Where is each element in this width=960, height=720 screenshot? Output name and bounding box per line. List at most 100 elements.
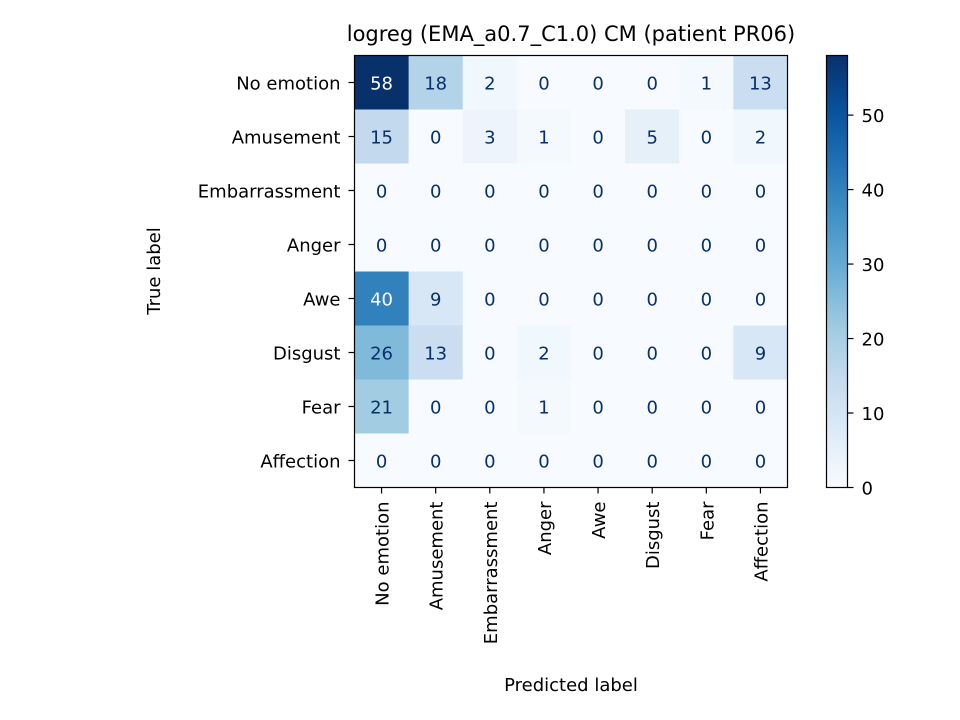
- y-tick-label-2: Embarrassment: [198, 182, 341, 203]
- cell-r2-c4: [571, 163, 626, 218]
- cell-value-r3-c0: 0: [376, 236, 387, 257]
- cell-value-r7-c7: 0: [755, 452, 766, 473]
- colorbar-tick-label-2: 20: [862, 330, 885, 351]
- cell-value-r6-c4: 0: [592, 398, 603, 419]
- cell-r1-c3: [516, 109, 572, 164]
- x-tick-label-1: Amusement: [427, 502, 448, 611]
- cell-value-r5-c1: 13: [424, 344, 447, 365]
- x-tick-label-2: Embarrassment: [481, 502, 502, 645]
- cell-value-r0-c1: 18: [424, 74, 447, 95]
- cell-value-r5-c7: 9: [755, 344, 766, 365]
- y-tick-label-3: Anger: [287, 236, 341, 257]
- cell-value-r2-c5: 0: [646, 182, 657, 203]
- cell-r3-c6: [679, 217, 734, 272]
- cell-value-r3-c4: 0: [592, 236, 603, 257]
- x-axis-label: Predicted label: [504, 675, 638, 696]
- cell-value-r5-c4: 0: [592, 344, 603, 365]
- cell-r3-c1: [408, 217, 464, 272]
- cell-value-r7-c2: 0: [484, 452, 495, 473]
- cell-r4-c0: [354, 271, 410, 326]
- x-tick-label-3: Anger: [535, 501, 556, 555]
- plot-frame: [353, 54, 789, 489]
- x-tick-label-6: Fear: [697, 501, 718, 540]
- cell-r5-c0: [354, 325, 410, 380]
- cell-value-r2-c7: 0: [755, 182, 766, 203]
- cell-value-r0-c5: 0: [646, 74, 657, 95]
- cell-r5-c1: [408, 325, 464, 380]
- cell-r1-c1: [408, 109, 464, 164]
- y-tick-label-6: Fear: [302, 398, 341, 419]
- cell-r2-c7: [733, 163, 788, 218]
- cell-r3-c2: [462, 217, 518, 272]
- cell-value-r2-c1: 0: [430, 182, 441, 203]
- cell-value-r3-c5: 0: [646, 236, 657, 257]
- cell-r2-c6: [679, 163, 734, 218]
- cell-r0-c6: [679, 55, 734, 110]
- cell-value-r6-c1: 0: [430, 398, 441, 419]
- cell-r7-c0: [354, 433, 410, 488]
- cell-value-r4-c4: 0: [592, 290, 603, 311]
- cell-value-r3-c1: 0: [430, 236, 441, 257]
- x-tick-label-4: Awe: [589, 502, 610, 539]
- cell-r3-c7: [733, 217, 788, 272]
- cell-value-r0-c4: 0: [592, 74, 603, 95]
- cell-r5-c2: [462, 325, 518, 380]
- cell-value-r7-c4: 0: [592, 452, 603, 473]
- cell-r3-c3: [516, 217, 572, 272]
- cell-r3-c4: [571, 217, 626, 272]
- cell-value-r7-c3: 0: [538, 452, 549, 473]
- cell-value-r1-c7: 2: [755, 128, 766, 149]
- cell-value-r6-c3: 1: [538, 398, 549, 419]
- colorbar-gradient: [825, 54, 849, 489]
- cell-value-r7-c1: 0: [430, 452, 441, 473]
- cell-value-r0-c3: 0: [538, 74, 549, 95]
- cell-r2-c5: [625, 163, 680, 218]
- cell-r2-c3: [516, 163, 572, 218]
- colorbar-tick-label-4: 40: [862, 181, 885, 202]
- y-tick-label-4: Awe: [303, 290, 340, 311]
- cell-r7-c5: [625, 433, 680, 488]
- cell-value-r2-c4: 0: [592, 182, 603, 203]
- colorbar-tick-label-1: 10: [862, 404, 885, 425]
- cell-value-r1-c6: 0: [701, 128, 712, 149]
- cell-value-r4-c3: 0: [538, 290, 549, 311]
- cell-r4-c5: [625, 271, 680, 326]
- cell-value-r2-c3: 0: [538, 182, 549, 203]
- cell-value-r5-c6: 0: [701, 344, 712, 365]
- cell-r7-c4: [571, 433, 626, 488]
- cell-r4-c4: [571, 271, 626, 326]
- cell-value-r0-c0: 58: [370, 74, 393, 95]
- cell-r0-c2: [462, 55, 518, 110]
- cell-value-r3-c7: 0: [755, 236, 766, 257]
- colorbar-tick-label-5: 50: [862, 106, 885, 127]
- cell-value-r2-c6: 0: [701, 182, 712, 203]
- cell-r3-c0: [354, 217, 410, 272]
- cell-r7-c3: [516, 433, 572, 488]
- cell-r2-c2: [462, 163, 518, 218]
- cell-r1-c7: [733, 109, 788, 164]
- cell-r1-c4: [571, 109, 626, 164]
- cell-value-r1-c2: 3: [484, 128, 495, 149]
- cell-r0-c1: [408, 55, 464, 110]
- y-tick-label-0: No emotion: [236, 74, 340, 95]
- cell-value-r1-c4: 0: [592, 128, 603, 149]
- cell-value-r1-c0: 15: [370, 128, 393, 149]
- cell-value-r7-c6: 0: [701, 452, 712, 473]
- cell-value-r1-c3: 1: [538, 128, 549, 149]
- cell-r5-c5: [625, 325, 680, 380]
- cell-value-r2-c0: 0: [376, 182, 387, 203]
- cell-value-r6-c0: 21: [370, 398, 393, 419]
- cell-value-r5-c3: 2: [538, 344, 549, 365]
- cell-r7-c1: [408, 433, 464, 488]
- cell-r5-c7: [733, 325, 788, 380]
- colorbar-tick-label-3: 30: [862, 255, 885, 276]
- cell-value-r6-c2: 0: [484, 398, 495, 419]
- cell-r7-c6: [679, 433, 734, 488]
- cell-value-r4-c6: 0: [701, 290, 712, 311]
- y-tick-label-7: Affection: [260, 452, 340, 473]
- chart-title: logreg (EMA_a0.7_C1.0) CM (patient PR06): [347, 22, 795, 47]
- colorbar-tick-label-0: 0: [862, 479, 873, 500]
- y-axis-label: True label: [144, 227, 165, 316]
- cell-r5-c3: [516, 325, 572, 380]
- cell-r6-c7: [733, 379, 788, 434]
